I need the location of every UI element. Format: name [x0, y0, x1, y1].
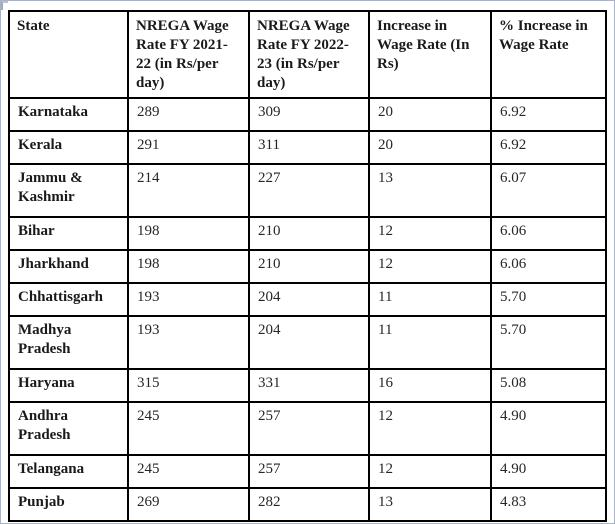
wage-fy2122-cell: 245: [127, 401, 250, 456]
table-row: Kerala 291 311 20 6.92: [8, 130, 607, 165]
pct-increase-cell: 5.08: [490, 368, 607, 403]
state-cell: Madhya Pradesh: [8, 315, 129, 370]
state-cell: Chhattisgarh: [8, 282, 129, 317]
increase-cell: 20: [368, 130, 492, 165]
state-cell: Jharkhand: [8, 249, 129, 284]
state-cell: Bihar: [8, 216, 129, 251]
wage-fy2122-cell: 198: [127, 216, 250, 251]
table-row: Jharkhand 198 210 12 6.06: [8, 249, 607, 284]
pct-increase-cell: 6.92: [490, 97, 607, 132]
wage-fy2122-cell: 193: [127, 315, 250, 370]
pct-increase-cell: 6.92: [490, 130, 607, 165]
table-row: Chhattisgarh 193 204 11 5.70: [8, 282, 607, 317]
pct-increase-cell: 6.06: [490, 216, 607, 251]
wage-fy2122-cell: 214: [127, 163, 250, 218]
wage-fy2223-cell: 210: [248, 216, 370, 251]
wage-fy2223-cell: 331: [248, 368, 370, 403]
wage-fy2122-cell: 193: [127, 282, 250, 317]
wage-fy2122-cell: 269: [127, 487, 250, 522]
state-cell: Punjab: [8, 487, 129, 522]
pct-increase-cell: 4.90: [490, 401, 607, 456]
wage-fy2223-cell: 204: [248, 315, 370, 370]
pct-increase-cell: 6.06: [490, 249, 607, 284]
state-cell: Jammu & Kashmir: [8, 163, 129, 218]
wage-fy2223-cell: 282: [248, 487, 370, 522]
table-row: Punjab 269 282 13 4.83: [8, 487, 607, 522]
increase-cell: 16: [368, 368, 492, 403]
table-row: Madhya Pradesh 193 204 11 5.70: [8, 315, 607, 370]
wage-fy2223-cell: 309: [248, 97, 370, 132]
pct-increase-cell: 6.07: [490, 163, 607, 218]
state-cell: Kerala: [8, 130, 129, 165]
table-row: Telangana 245 257 12 4.90: [8, 454, 607, 489]
wage-fy2223-cell: 311: [248, 130, 370, 165]
wage-fy2223-cell: 227: [248, 163, 370, 218]
wage-fy2223-cell: 204: [248, 282, 370, 317]
corner-artifact-icon: [1, 1, 8, 10]
pct-increase-cell: 4.90: [490, 454, 607, 489]
state-cell: Haryana: [8, 368, 129, 403]
wage-fy2223-cell: 257: [248, 401, 370, 456]
increase-cell: 13: [368, 487, 492, 522]
table-row: Karnataka 289 309 20 6.92: [8, 97, 607, 132]
table-row: Andhra Pradesh 245 257 12 4.90: [8, 401, 607, 456]
increase-cell: 13: [368, 163, 492, 218]
table-row: Haryana 315 331 16 5.08: [8, 368, 607, 403]
increase-cell: 11: [368, 315, 492, 370]
table-row: Jammu & Kashmir 214 227 13 6.07: [8, 163, 607, 218]
state-cell: Karnataka: [8, 97, 129, 132]
wage-fy2223-cell: 257: [248, 454, 370, 489]
wage-fy2122-cell: 291: [127, 130, 250, 165]
column-header-wage-fy2022-23: NREGA Wage Rate FY 2022-23 (in Rs/per da…: [248, 10, 370, 99]
wage-fy2122-cell: 198: [127, 249, 250, 284]
nrega-wage-table: State NREGA Wage Rate FY 2021-22 (in Rs/…: [8, 10, 607, 522]
increase-cell: 12: [368, 216, 492, 251]
increase-cell: 12: [368, 249, 492, 284]
wage-fy2122-cell: 315: [127, 368, 250, 403]
state-cell: Andhra Pradesh: [8, 401, 129, 456]
table-header-row: State NREGA Wage Rate FY 2021-22 (in Rs/…: [8, 10, 607, 99]
wage-fy2223-cell: 210: [248, 249, 370, 284]
increase-cell: 11: [368, 282, 492, 317]
pct-increase-cell: 5.70: [490, 282, 607, 317]
column-header-wage-fy2021-22: NREGA Wage Rate FY 2021-22 (in Rs/per da…: [127, 10, 250, 99]
increase-cell: 12: [368, 454, 492, 489]
state-cell: Telangana: [8, 454, 129, 489]
wage-fy2122-cell: 289: [127, 97, 250, 132]
column-header-state: State: [8, 10, 129, 99]
increase-cell: 12: [368, 401, 492, 456]
pct-increase-cell: 4.83: [490, 487, 607, 522]
wage-fy2122-cell: 245: [127, 454, 250, 489]
column-header-increase-rs: Increase in Wage Rate (In Rs): [368, 10, 492, 99]
column-header-pct-increase: % Increase in Wage Rate: [490, 10, 607, 99]
table-row: Bihar 198 210 12 6.06: [8, 216, 607, 251]
increase-cell: 20: [368, 97, 492, 132]
pct-increase-cell: 5.70: [490, 315, 607, 370]
